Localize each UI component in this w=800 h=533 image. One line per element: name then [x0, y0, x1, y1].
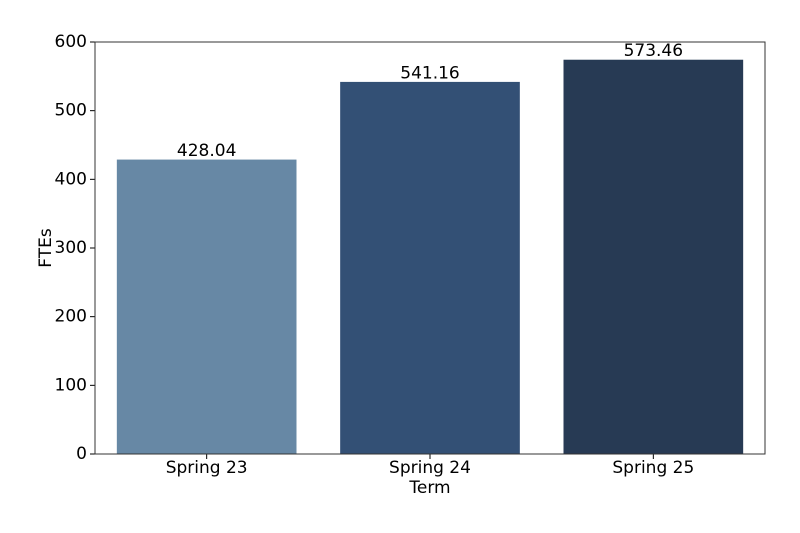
data-label: 428.04 [177, 141, 236, 161]
data-label: 573.46 [624, 41, 683, 61]
y-tick-label: 600 [55, 32, 87, 52]
data-label: 541.16 [400, 63, 459, 83]
x-tick-label: Spring 24 [389, 458, 471, 478]
y-tick-label: 0 [76, 444, 87, 464]
bar [116, 159, 297, 455]
x-tick-label: Spring 25 [612, 458, 694, 478]
bar [340, 81, 520, 455]
x-axis-label: Term [408, 478, 450, 498]
y-tick-label: 100 [55, 375, 87, 395]
y-tick-label: 300 [55, 238, 87, 258]
y-axis-label: FTEs [36, 228, 56, 268]
y-tick-label: 400 [55, 169, 87, 189]
y-tick-label: 200 [55, 307, 87, 327]
bar [563, 59, 744, 455]
y-tick-label: 500 [55, 101, 87, 121]
x-tick-label: Spring 23 [166, 458, 248, 478]
plot-frame [94, 41, 766, 455]
